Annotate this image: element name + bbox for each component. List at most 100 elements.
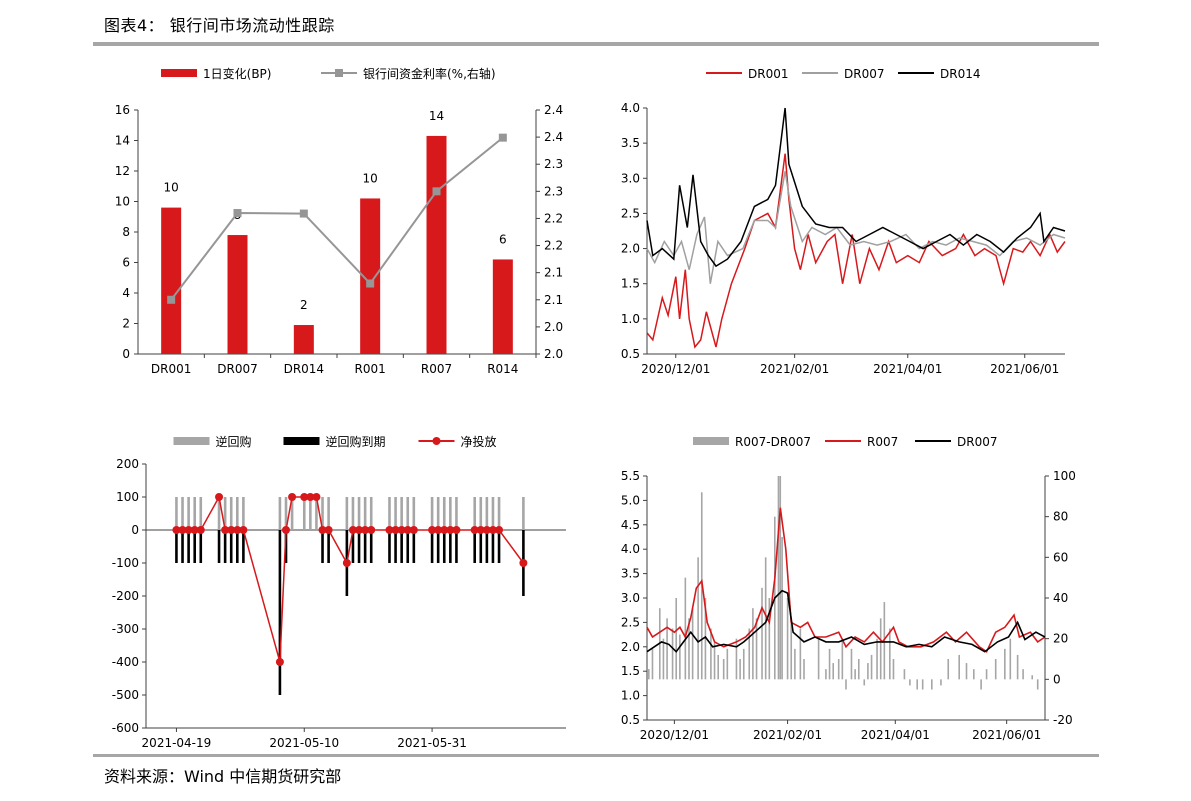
bar <box>1009 638 1012 680</box>
bar <box>497 497 501 530</box>
bar <box>236 497 239 530</box>
line-point <box>361 526 370 534</box>
legend-label: DR007 <box>957 435 997 449</box>
bar <box>1016 654 1019 680</box>
line-point <box>172 526 181 534</box>
bar <box>217 530 221 563</box>
bar <box>473 497 476 530</box>
x-tick-label: 2021/02/01 <box>753 728 822 742</box>
y-tick-label: 2.5 <box>621 615 640 629</box>
bar <box>739 659 741 680</box>
series-line <box>646 153 1066 349</box>
y-tick-label: 1.0 <box>621 689 640 703</box>
bar <box>223 530 227 563</box>
y-tick-label: 3.0 <box>621 591 640 605</box>
bar <box>236 530 239 563</box>
y-tick-label: 12 <box>115 164 130 178</box>
bar <box>187 497 190 530</box>
line-point <box>342 559 351 567</box>
bar <box>790 618 793 680</box>
bar <box>845 679 847 690</box>
bar <box>857 659 860 680</box>
bar <box>369 530 373 563</box>
bar <box>752 608 754 680</box>
line-point <box>367 526 376 534</box>
y-tick-label: 4.5 <box>621 518 640 532</box>
bar <box>648 669 650 680</box>
bar <box>400 530 403 563</box>
bar <box>412 530 416 563</box>
line-point <box>519 559 528 567</box>
bar <box>713 642 716 680</box>
series-line <box>646 589 1046 653</box>
y-tick-label: 1.0 <box>621 312 640 326</box>
bar <box>363 497 367 530</box>
bar <box>217 497 221 530</box>
bar <box>193 497 196 530</box>
bar <box>675 598 678 680</box>
y2-tick-label: 2.3 <box>544 157 563 171</box>
bar <box>980 679 982 690</box>
x-tick-label: DR014 <box>284 362 324 376</box>
bar <box>388 497 391 530</box>
bar <box>229 497 233 530</box>
line-point <box>391 526 400 534</box>
bar <box>293 325 314 354</box>
data-label: 14 <box>429 109 444 123</box>
bar <box>879 618 882 680</box>
legend-swatch <box>161 69 197 77</box>
bar <box>994 659 997 680</box>
bar <box>479 497 483 530</box>
line-point <box>215 493 224 501</box>
x-tick-label: 2021/02/01 <box>760 362 829 376</box>
bar <box>369 497 373 530</box>
bar <box>229 530 233 563</box>
bar <box>781 537 783 680</box>
line-point <box>233 526 242 534</box>
bar <box>794 648 796 680</box>
line-point <box>227 526 236 534</box>
chart-r007-vs-dr007: 0.5 1.0 1.5 2.0 2.5 3.0 3.5 4.0 4.5 5.0 5.5 2020/12… <box>621 435 1076 742</box>
bar <box>841 638 844 680</box>
bar <box>684 577 687 680</box>
bar <box>309 497 312 530</box>
legend-label: 净投放 <box>461 434 497 449</box>
bar <box>768 598 771 680</box>
y-tick-label: 4.0 <box>621 542 640 556</box>
line-point <box>498 133 507 142</box>
bar <box>972 669 975 680</box>
bar <box>764 557 767 680</box>
bar <box>388 530 391 563</box>
bar <box>351 497 355 530</box>
bar <box>442 530 446 563</box>
bar <box>837 659 840 680</box>
bar <box>394 530 397 563</box>
legend-label: 银行间资金利率(%,右轴) <box>363 66 496 81</box>
bar <box>199 530 203 563</box>
y-tick-label: 8 <box>122 225 130 239</box>
legend-label: 逆回购 <box>216 434 252 449</box>
y-tick-label: 2.0 <box>621 242 640 256</box>
line-point <box>397 526 406 534</box>
bar <box>187 530 190 563</box>
bar <box>436 530 440 563</box>
bar <box>832 663 835 680</box>
bar <box>965 663 968 680</box>
y-tick-label: 10 <box>115 195 130 209</box>
line-point <box>488 526 497 534</box>
bar <box>903 669 906 680</box>
bar <box>345 497 349 530</box>
bar <box>193 530 196 563</box>
y-tick-label: 16 <box>115 103 130 117</box>
bar <box>449 530 452 563</box>
bar <box>825 669 827 680</box>
legend-label: DR007 <box>844 67 884 81</box>
bar <box>175 497 178 530</box>
bar <box>1036 679 1039 690</box>
line-point <box>409 526 418 534</box>
line-point <box>184 526 193 534</box>
y-tick-label: 2.0 <box>621 640 640 654</box>
y-tick-label: 5.0 <box>621 493 640 507</box>
bar <box>175 530 178 563</box>
bar <box>735 638 738 680</box>
